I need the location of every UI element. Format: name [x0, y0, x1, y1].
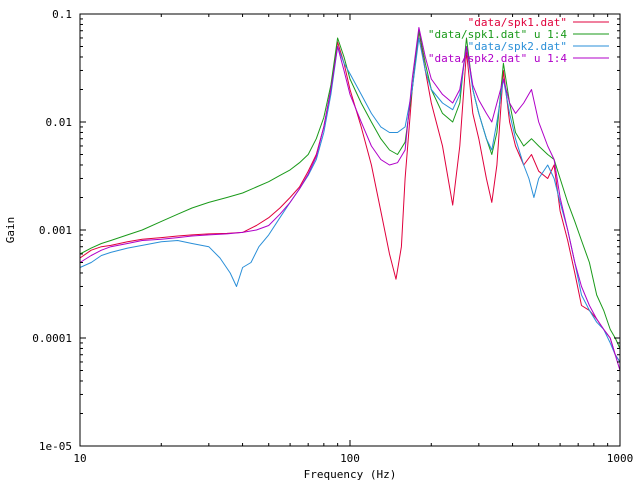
legend-label-2: "data/spk1.dat" u 1:4 [428, 28, 567, 41]
series-layer [79, 27, 621, 371]
y-tick-label: 0.0001 [32, 332, 72, 345]
legend: "data/spk1.dat""data/spk1.dat" u 1:4"dat… [428, 16, 609, 65]
legend-label-1: "data/spk1.dat" [468, 16, 567, 29]
legend-label-4: "data/spk2.dat" u 1:4 [428, 52, 567, 65]
y-tick-label: 0.01 [46, 116, 73, 129]
y-tick-label: 0.1 [52, 8, 72, 21]
y-tick-label: 1e-05 [39, 440, 72, 453]
plot-frame [79, 13, 621, 447]
x-tick-label: 1000 [607, 452, 634, 465]
y-tick-label: 0.001 [39, 224, 72, 237]
legend-label-3: "data/spk2.dat" [468, 40, 567, 53]
series-line-4 [79, 27, 621, 371]
x-tick-label: 100 [340, 452, 360, 465]
x-axis-label: Frequency (Hz) [304, 468, 397, 480]
x-tick-label: 10 [73, 452, 86, 465]
y-axis-label: Gain [4, 217, 17, 244]
series-line-3 [79, 37, 621, 363]
